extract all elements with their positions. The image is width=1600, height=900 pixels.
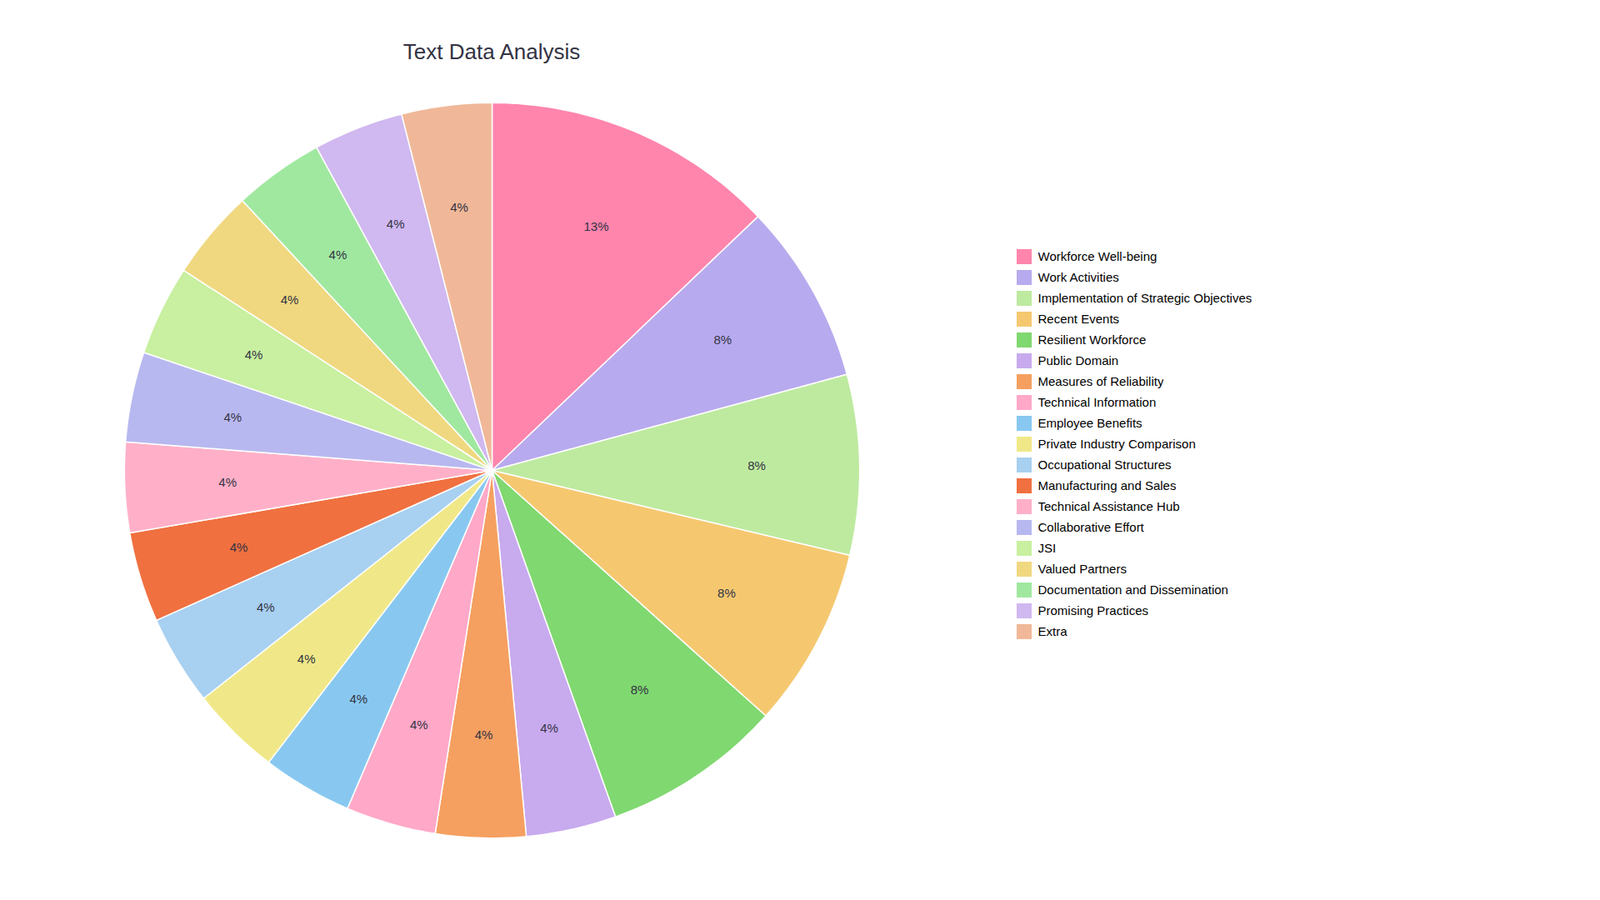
html-text:JSI: JSI <box>1037 541 1056 556</box>
html-text:Public Domain: Public Domain <box>1037 353 1119 368</box>
html-text:Employee Benefits: Employee Benefits <box>1037 416 1143 431</box>
svg-text:4%: 4% <box>329 247 348 262</box>
html-text:Technical Assistance Hub: Technical Assistance Hub <box>1037 499 1180 514</box>
svg-text:8%: 8% <box>717 585 736 600</box>
html-text:Recent Events: Recent Events <box>1037 311 1120 327</box>
svg-text:4%: 4% <box>349 690 368 705</box>
svg-text:4%: 4% <box>230 539 249 554</box>
svg-text:4%: 4% <box>245 346 264 361</box>
html-text:Text Data Analysis: Text Data Analysis <box>403 38 581 64</box>
svg-text:8%: 8% <box>630 682 650 697</box>
html-text:Occupational Structures: Occupational Structures <box>1037 457 1172 472</box>
html-text:Private Industry Comparison: Private Industry Comparison <box>1037 436 1196 452</box>
html-text:Extra: Extra <box>1037 624 1068 639</box>
svg-text:4%: 4% <box>475 726 494 741</box>
html-text:Collaborative Effort: Collaborative Effort <box>1037 520 1144 535</box>
html-text:Technical Information: Technical Information <box>1037 395 1157 410</box>
html-text:Work Activities: Work Activities <box>1037 270 1119 285</box>
html-text:Workforce Well-being: Workforce Well-being <box>1037 249 1157 264</box>
html-text:Manufacturing and Sales: Manufacturing and Sales <box>1037 478 1177 493</box>
html-text:Documentation and Disseminatio: Documentation and Dissemination <box>1037 582 1229 597</box>
html-text:Measures of Reliability: Measures of Reliability <box>1037 374 1164 389</box>
svg-text:13%: 13% <box>583 219 609 234</box>
svg-text:4%: 4% <box>280 291 300 306</box>
svg-text:8%: 8% <box>747 458 766 473</box>
svg-text:4%: 4% <box>297 650 316 665</box>
svg-text:4%: 4% <box>386 215 405 230</box>
html-text:Resilient Workforce: Resilient Workforce <box>1037 332 1147 347</box>
svg-text:4%: 4% <box>450 200 469 215</box>
svg-text:4%: 4% <box>256 599 275 614</box>
svg-text:4%: 4% <box>540 720 559 735</box>
html-text:Valued Partners: Valued Partners <box>1037 561 1127 577</box>
svg-text:8%: 8% <box>713 332 732 347</box>
svg-text:4%: 4% <box>223 409 242 424</box>
html-text:Promising Practices: Promising Practices <box>1037 603 1149 618</box>
svg-text:4%: 4% <box>218 475 237 490</box>
svg-text:4%: 4% <box>410 716 429 731</box>
html-text:Implementation of Strategic Ob: Implementation of Strategic Objectives <box>1037 291 1252 306</box>
